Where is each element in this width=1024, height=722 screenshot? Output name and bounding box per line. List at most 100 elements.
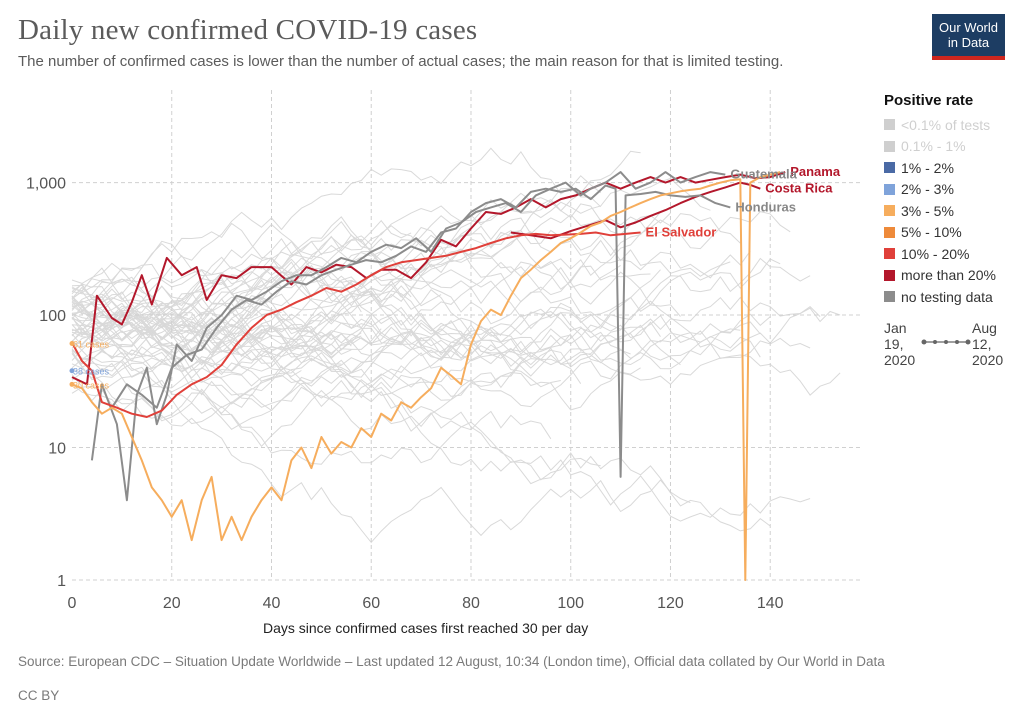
background-line: [71, 258, 442, 340]
y-tick-label: 1,000: [26, 176, 66, 193]
start-label: 38 cases: [73, 367, 110, 377]
background-line: [71, 257, 362, 337]
background-line: [71, 328, 382, 377]
timeline-start-label: Jan 19, 2020: [884, 320, 916, 368]
legend-item[interactable]: <0.1% of tests: [884, 114, 1024, 136]
legend-item[interactable]: 2% - 3%: [884, 179, 1024, 201]
legend-swatch: [884, 269, 895, 281]
background-line: [71, 257, 811, 430]
background-line: [71, 229, 751, 389]
legend-item-label: more than 20%: [901, 267, 996, 284]
grid: 1 10 100 1,000 0 20 40 60 80 100 120 140: [26, 90, 860, 612]
background-line: [71, 147, 602, 317]
series-line: [71, 171, 781, 581]
y-tick-label: 1: [57, 573, 66, 590]
background-line: [71, 317, 342, 414]
series-label: Honduras: [735, 199, 796, 214]
legend-item-label: 10% - 20%: [901, 245, 970, 262]
series-label: Panama: [790, 164, 841, 179]
legend-item[interactable]: 3% - 5%: [884, 200, 1024, 222]
series-line: [111, 184, 731, 478]
legend-item-label: 1% - 2%: [901, 159, 954, 176]
background-line: [71, 222, 761, 342]
background-line: [71, 269, 661, 412]
legend-item-label: 3% - 5%: [901, 202, 954, 219]
legend-swatch: [884, 205, 895, 217]
legend-swatch: [884, 119, 895, 131]
series-line: [71, 171, 786, 386]
start-labels: 61 cases 38 cases 30 cases: [69, 339, 110, 390]
start-point: [69, 368, 75, 374]
legend-swatch: [884, 140, 895, 152]
timeline-end-label: Aug 12, 2020: [972, 320, 1004, 368]
background-line: [71, 320, 482, 375]
license-link[interactable]: CC BY: [18, 688, 60, 703]
legend-swatch: [884, 162, 895, 174]
legend-item-label: 0.1% - 1%: [901, 138, 966, 155]
series-label: Costa Rica: [765, 181, 833, 196]
background-line: [71, 177, 711, 361]
y-tick-label: 10: [48, 441, 66, 458]
background-line: [71, 296, 502, 366]
x-axis-label: Days since confirmed cases first reached…: [263, 620, 589, 636]
legend-item-label: 5% - 10%: [901, 224, 962, 241]
x-tick-label: 60: [362, 595, 380, 612]
background-line: [71, 276, 362, 351]
logo-accent-bar: [932, 56, 1005, 60]
timeline-start-handle[interactable]: [921, 339, 927, 345]
legend-item-label: <0.1% of tests: [901, 116, 991, 133]
legend-item-label: no testing data: [901, 288, 993, 305]
timeline-track[interactable]: [920, 336, 972, 348]
timeline-end-handle[interactable]: [965, 339, 971, 345]
legend-item[interactable]: 1% - 2%: [884, 157, 1024, 179]
series-label: Guatemala: [730, 167, 797, 182]
x-tick-label: 140: [757, 595, 784, 612]
background-line: [71, 278, 661, 364]
legend-title: Positive rate: [884, 92, 974, 109]
background-line: [71, 374, 691, 544]
legend-item[interactable]: 0.1% - 1%: [884, 136, 1024, 158]
legend-item[interactable]: more than 20%: [884, 265, 1024, 287]
series-line: [510, 181, 761, 240]
background-line: [71, 284, 352, 360]
owid-logo[interactable]: Our World in Data: [932, 14, 1005, 60]
background-line: [71, 226, 621, 336]
start-point: [69, 381, 75, 387]
background-line: [71, 213, 741, 348]
background-line: [71, 223, 731, 305]
start-point: [69, 340, 75, 346]
x-tick-label: 40: [263, 595, 281, 612]
start-label: 61 cases: [73, 339, 110, 349]
background-line: [71, 211, 661, 368]
legend-swatch: [884, 183, 895, 195]
x-tick-label: 120: [657, 595, 684, 612]
background-line: [71, 269, 442, 352]
chart-subtitle: The number of confirmed cases is lower t…: [18, 53, 784, 70]
timeline-start: Jan 19, 2020: [884, 320, 915, 368]
legend-swatch: [884, 291, 895, 303]
series-label: El Salvador: [646, 224, 717, 239]
logo-line-1: Our World: [939, 20, 998, 35]
background-line: [71, 311, 771, 387]
chart-svg: 1 10 100 1,000 0 20 40 60 80 100 120 140 PanamaGuat…: [26, 90, 860, 612]
legend-item-label: 2% - 3%: [901, 181, 954, 198]
background-line: [71, 316, 561, 388]
source-note: Source: European CDC – Situation Update …: [18, 654, 885, 669]
chart-title: Daily new confirmed COVID-19 cases: [18, 14, 478, 46]
background-line: [71, 339, 771, 532]
legend-item[interactable]: 10% - 20%: [884, 243, 1024, 265]
background-line: [71, 216, 412, 300]
background-line: [71, 291, 741, 366]
y-tick-label: 100: [39, 308, 66, 325]
legend-item[interactable]: 5% - 10%: [884, 222, 1024, 244]
series-group: [71, 171, 786, 581]
start-label: 30 cases: [73, 380, 110, 390]
background-line: [71, 263, 761, 366]
timeline[interactable]: Jan 19, 2020 Aug 12, 2020: [884, 320, 1014, 370]
legend-item[interactable]: no testing data: [884, 286, 1024, 308]
x-tick-label: 80: [462, 595, 480, 612]
background-line: [71, 311, 681, 388]
legend-swatch: [884, 226, 895, 238]
background-line: [71, 261, 681, 331]
